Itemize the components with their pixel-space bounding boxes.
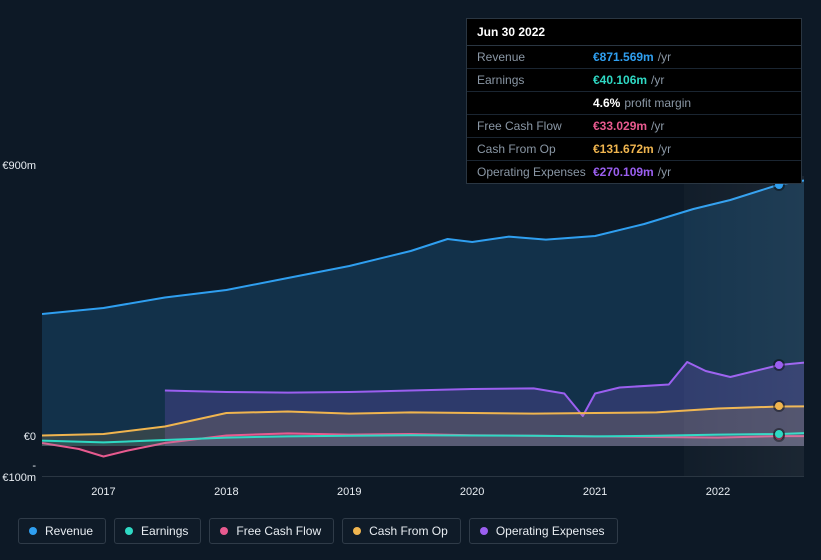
legend-swatch [125,527,133,535]
tooltip-row: Earnings€40.106m/yr [467,69,801,92]
tooltip-metric-label: Cash From Op [477,142,593,156]
tooltip-metric-label: Operating Expenses [477,165,593,179]
legend-swatch [353,527,361,535]
tooltip-margin-spacer [477,96,593,110]
x-axis-label: 2018 [214,486,238,498]
y-axis-label: -€100m [0,460,36,484]
tooltip-metric-label: Earnings [477,73,593,87]
y-axis-label: €900m [2,160,36,172]
x-axis-labels: 2017 2018 2019 2020 2021 2022 [42,486,804,502]
tooltip-metric-suffix: /yr [658,50,671,64]
tooltip-margin-row: 4.6% profit margin [467,92,801,115]
legend: Revenue Earnings Free Cash Flow Cash From O… [18,518,618,544]
legend-label: Free Cash Flow [236,524,321,538]
tooltip-row: Cash From Op€131.672m/yr [467,138,801,161]
chart-svg [42,176,804,476]
series-marker-operating_expenses [775,361,783,369]
tooltip-metric-label: Free Cash Flow [477,119,593,133]
tooltip-metric-suffix: /yr [658,142,671,156]
legend-swatch [220,527,228,535]
tooltip-margin-label: profit margin [624,96,691,110]
tooltip-metric-value: €40.106m [593,73,647,87]
tooltip-row: Revenue€871.569m/yr [467,46,801,69]
legend-item-revenue[interactable]: Revenue [18,518,106,544]
legend-item-cash_from_op[interactable]: Cash From Op [342,518,461,544]
legend-item-free_cash_flow[interactable]: Free Cash Flow [209,518,334,544]
x-axis-label: 2020 [460,486,484,498]
legend-swatch [480,527,488,535]
tooltip-date: Jun 30 2022 [467,19,801,46]
x-axis-label: 2019 [337,486,361,498]
legend-item-earnings[interactable]: Earnings [114,518,201,544]
y-axis-label: €0 [24,431,36,443]
tooltip-metric-value: €270.109m [593,165,654,179]
tooltip-metric-value: €131.672m [593,142,654,156]
tooltip-metric-value: €33.029m [593,119,647,133]
tooltip-row: Operating Expenses€270.109m/yr [467,161,801,183]
legend-swatch [29,527,37,535]
chart-plot-area[interactable] [42,176,804,476]
series-marker-cash_from_op [775,402,783,410]
tooltip-metric-label: Revenue [477,50,593,64]
legend-item-operating_expenses[interactable]: Operating Expenses [469,518,618,544]
legend-label: Earnings [141,524,188,538]
x-axis-label: 2021 [583,486,607,498]
legend-label: Operating Expenses [496,524,605,538]
x-axis-label: 2022 [706,486,730,498]
x-axis-label: 2017 [91,486,115,498]
tooltip-metric-suffix: /yr [651,73,664,87]
tooltip-metric-value: €871.569m [593,50,654,64]
tooltip-row: Free Cash Flow€33.029m/yr [467,115,801,138]
x-axis-line [42,476,804,477]
tooltip-metric-suffix: /yr [658,165,671,179]
legend-label: Revenue [45,524,93,538]
legend-label: Cash From Op [369,524,448,538]
series-marker-earnings [775,430,783,438]
tooltip-metric-suffix: /yr [651,119,664,133]
tooltip-margin-value: 4.6% [593,96,620,110]
chart-tooltip: Jun 30 2022 Revenue€871.569m/yrEarnings€… [466,18,802,184]
